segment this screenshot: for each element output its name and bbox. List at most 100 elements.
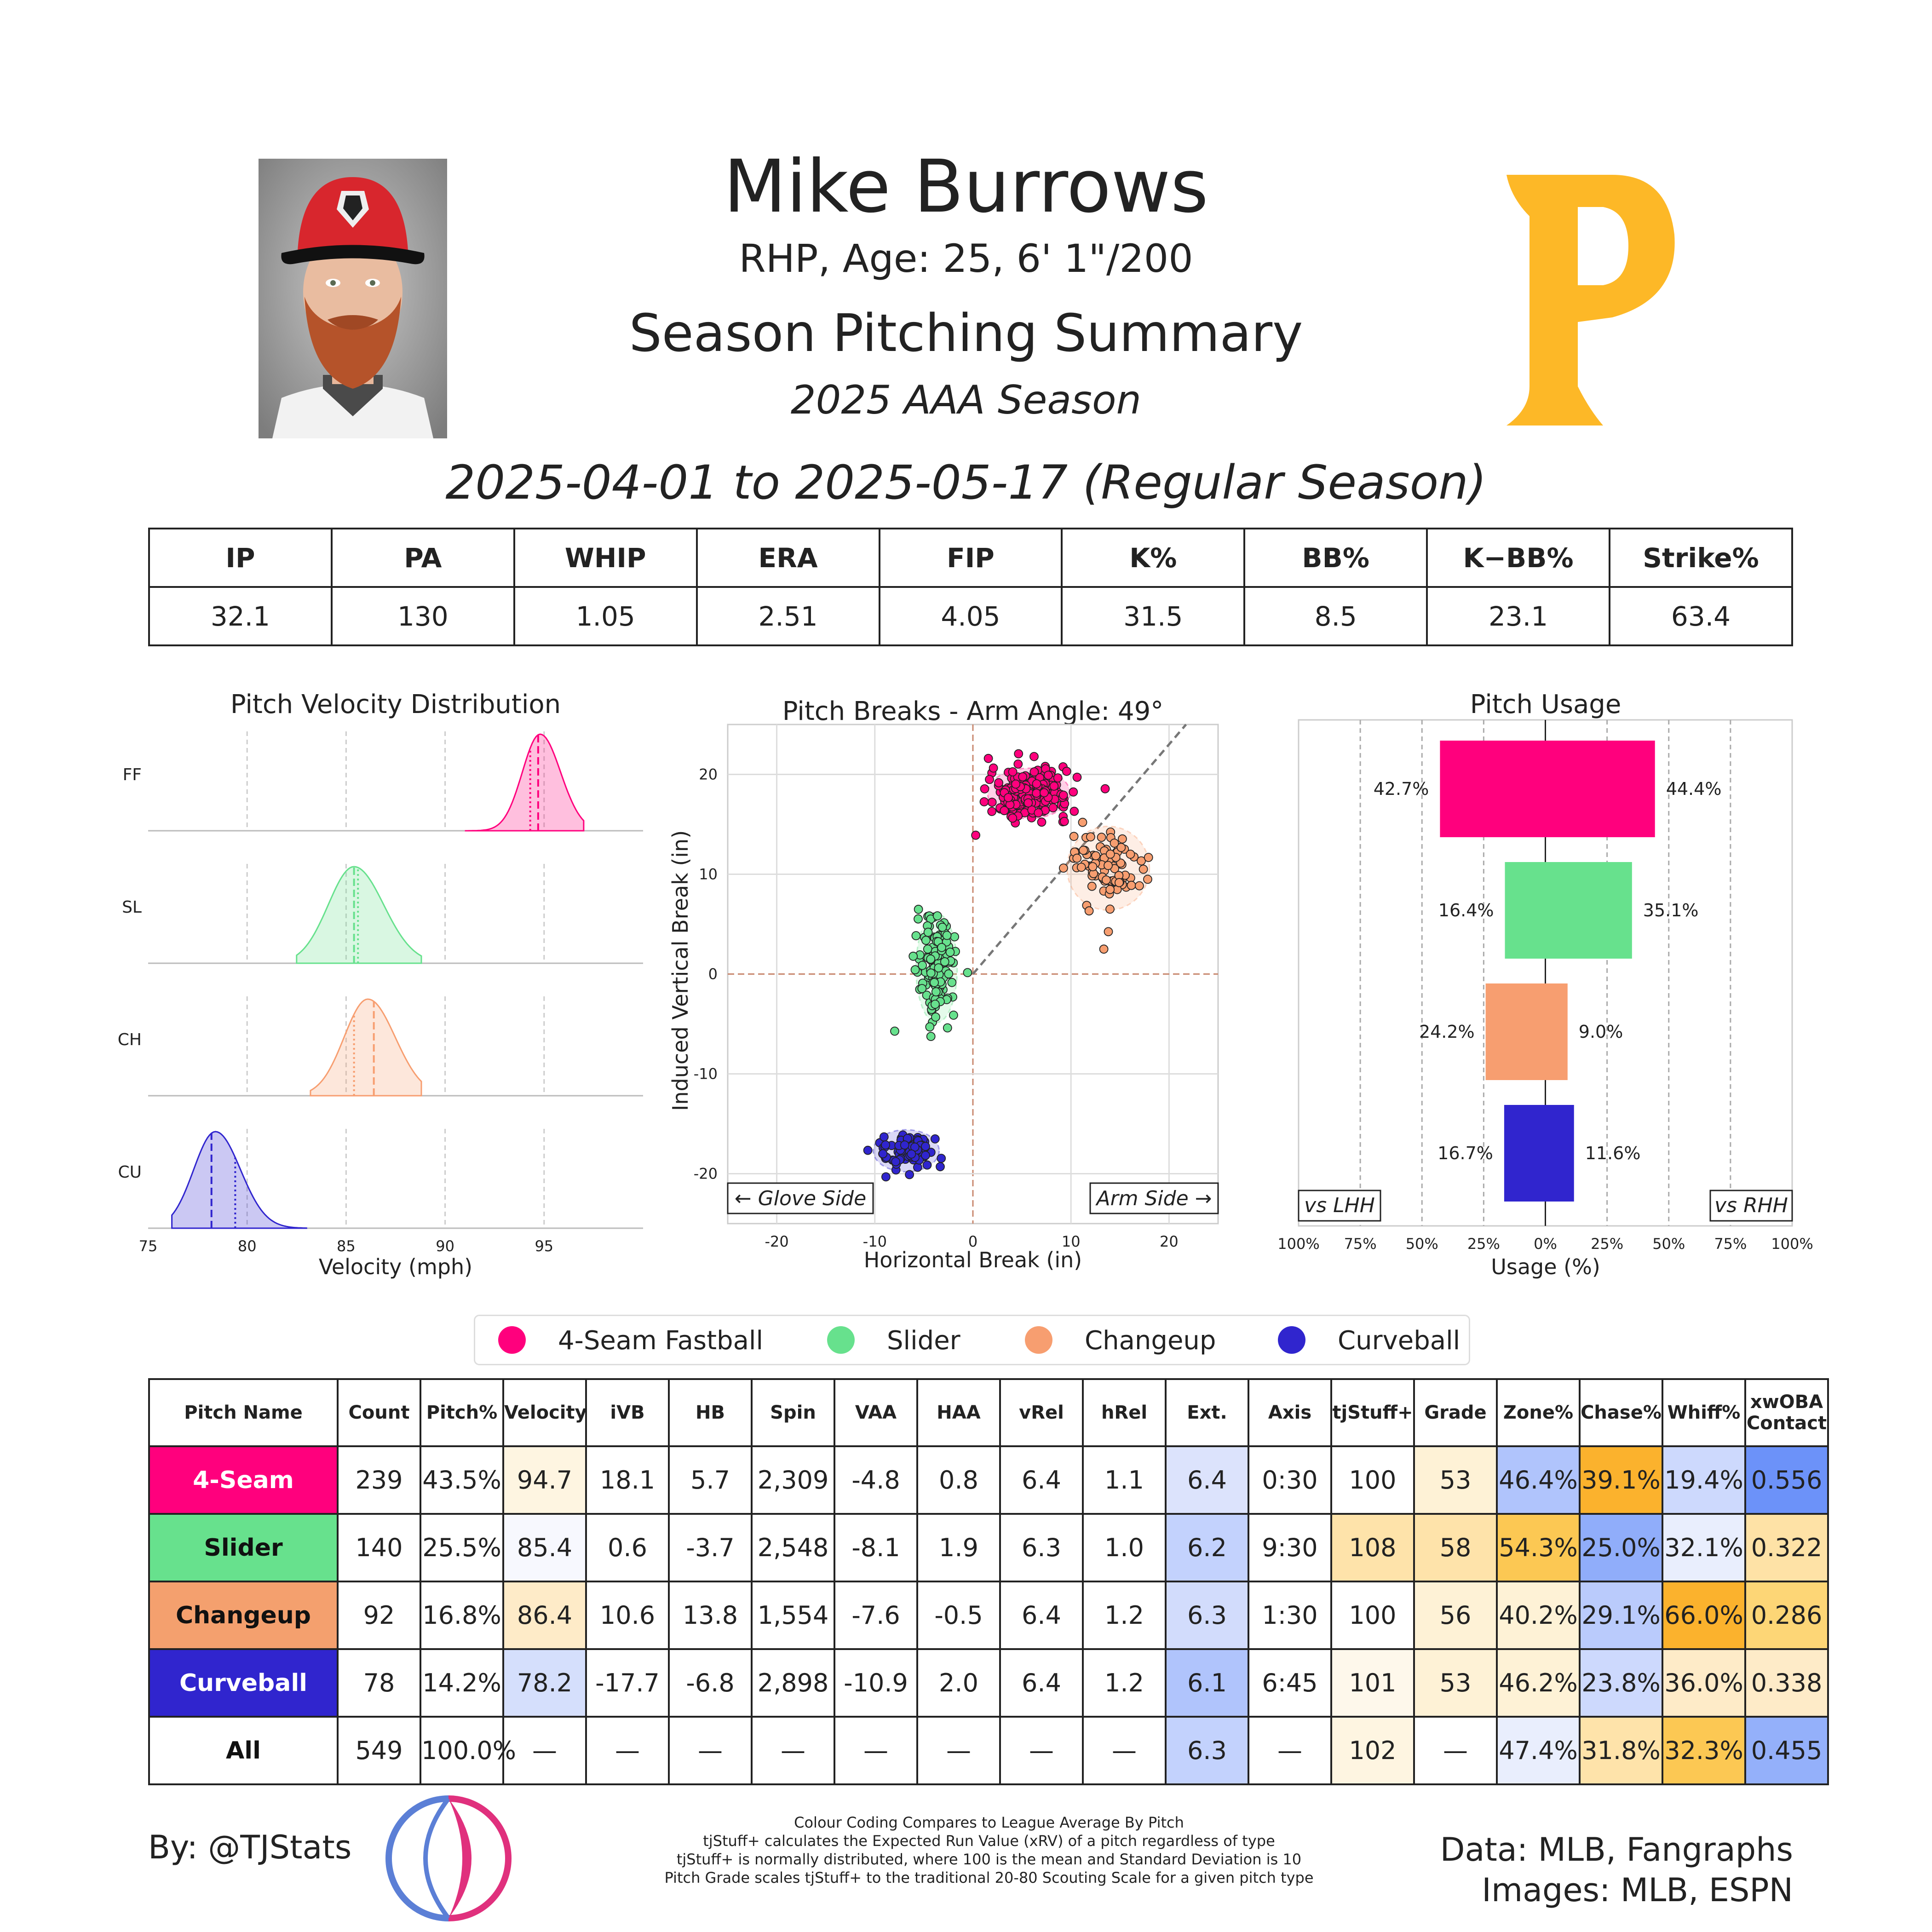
velocity-density-FF xyxy=(465,733,585,832)
pitch-table-cell: 2.0 xyxy=(916,1648,1001,1718)
usage-bar-rhh xyxy=(1545,1105,1574,1202)
break-x-label: Horizontal Break (in) xyxy=(864,1248,1082,1272)
pitch-table-cell: — xyxy=(916,1716,1001,1785)
pitch-table-cell: 25.5% xyxy=(420,1513,504,1582)
legend-label: Curveball xyxy=(1338,1326,1460,1356)
break-point xyxy=(921,936,931,945)
glove-side-box xyxy=(727,1182,874,1214)
season-label: 2025 AAA Season xyxy=(790,377,1142,423)
pitch-name-cell: All xyxy=(148,1716,339,1785)
stat-value-row: 32.1 130 1.05 2.51 4.05 31.5 8.5 23.1 63.4 xyxy=(148,586,1793,646)
break-point xyxy=(905,1170,914,1179)
break-point xyxy=(881,1140,891,1150)
stat-value-cell: 130 xyxy=(330,586,515,646)
pitch-table-cell: 0.556 xyxy=(1744,1445,1829,1515)
pitch-metrics-table: Pitch Name Count Pitch% Velocity iVB HB Spin VA… xyxy=(148,1378,1829,1785)
usage-bar-rhh xyxy=(1545,862,1632,959)
footnote-line: Colour Coding Compares to League Average… xyxy=(794,1814,1184,1831)
break-point xyxy=(931,987,941,996)
break-point xyxy=(925,1022,935,1032)
usage-bar-lhh xyxy=(1485,983,1546,1080)
player-bio: RHP, Age: 25, 6' 1"/200 xyxy=(739,236,1193,281)
break-point xyxy=(1070,806,1079,816)
usage-label-rhh: 11.6% xyxy=(1585,1143,1641,1163)
footnote-line: Pitch Grade scales tjStuff+ to the tradi… xyxy=(664,1869,1314,1886)
pitch-name-cell: 4-Seam xyxy=(148,1445,339,1515)
stat-header-cell: Strike% xyxy=(1609,528,1793,588)
glove-side-label: ← Glove Side xyxy=(735,1187,866,1210)
pitch-table-cell: 1.2 xyxy=(1082,1581,1167,1650)
pitch-table-header-cell: Ext. xyxy=(1165,1378,1249,1447)
footnote-line: tjStuff+ is normally distributed, where … xyxy=(676,1851,1302,1868)
pitch-table-cell: 6.2 xyxy=(1165,1513,1249,1582)
pitch-table-cell: — xyxy=(751,1716,835,1785)
team-logo: P xyxy=(1506,175,1675,426)
pitch-table-header-cell: Velocity xyxy=(502,1378,587,1447)
break-x-tick-label: -10 xyxy=(863,1233,887,1250)
break-point xyxy=(881,1172,891,1182)
break-point xyxy=(914,914,923,924)
break-point xyxy=(1053,773,1063,783)
break-point xyxy=(1118,834,1127,844)
pitch-table-cell: — xyxy=(1248,1716,1332,1785)
pitch-table-cell: 46.2% xyxy=(1496,1648,1581,1718)
pitch-table-cell: -8.1 xyxy=(834,1513,918,1582)
break-point xyxy=(1105,904,1115,914)
pitch-table-cell: 66.0% xyxy=(1662,1581,1746,1650)
break-x-tick-label: -20 xyxy=(765,1233,788,1250)
pitch-table-header-cell: HAA xyxy=(916,1378,1001,1447)
legend-marker xyxy=(827,1326,855,1354)
break-point xyxy=(1013,759,1023,769)
pitch-table-cell: 58 xyxy=(1413,1513,1498,1582)
pitch-table-cell: 1.2 xyxy=(1082,1648,1167,1718)
pitch-table-cell: 92 xyxy=(337,1581,421,1650)
pitch-table-header-cell: VAA xyxy=(834,1378,918,1447)
footnote: Colour Coding Compares to League Average… xyxy=(598,1813,1380,1887)
pitch-table-cell: 78 xyxy=(337,1648,421,1718)
break-point xyxy=(926,954,936,964)
player-headshot xyxy=(259,159,447,438)
break-point xyxy=(1115,878,1124,887)
usage-tick-label: 100% xyxy=(1771,1235,1813,1253)
pitch-table-cell: — xyxy=(668,1716,753,1785)
break-point xyxy=(985,775,994,784)
pitch-table-cell: 1.9 xyxy=(916,1513,1001,1582)
pitch-table-row: Changeup 92 16.8% 86.4 10.6 13.8 1,554 -7.6 -0.5… xyxy=(148,1581,1829,1650)
stat-value-cell: 1.05 xyxy=(513,586,698,646)
legend-marker xyxy=(1025,1326,1052,1354)
break-point xyxy=(1004,793,1013,802)
break-point xyxy=(937,922,947,932)
pitch-table-cell: 0.322 xyxy=(1744,1513,1829,1582)
break-point xyxy=(1059,816,1069,826)
pitch-table-header-cell: Grade xyxy=(1413,1378,1498,1447)
pitch-table-cell: 18.1 xyxy=(585,1445,670,1515)
stat-header-cell: K−BB% xyxy=(1426,528,1610,588)
break-point xyxy=(994,778,1003,788)
season-stats-table: IP PA WHIP ERA FIP K% BB% K−BB% Strike% 32.1 130 1… xyxy=(148,528,1793,646)
pitch-table-cell: 9:30 xyxy=(1248,1513,1332,1582)
break-point xyxy=(1086,832,1095,842)
break-point xyxy=(1087,881,1097,891)
break-point xyxy=(930,1134,940,1144)
break-point xyxy=(943,1023,952,1033)
stat-header-cell: IP xyxy=(148,528,333,588)
pitch-name-cell: Curveball xyxy=(148,1648,339,1718)
pitch-table-cell: 29.1% xyxy=(1579,1581,1663,1650)
stat-header-cell: K% xyxy=(1061,528,1246,588)
velocity-density-CH xyxy=(310,998,422,1097)
pitch-table-cell: 40.2% xyxy=(1496,1581,1581,1650)
pitch-table-cell: 6.3 xyxy=(1165,1581,1249,1650)
pitch-table-cell: 19.4% xyxy=(1662,1445,1746,1515)
break-point xyxy=(918,960,927,970)
break-point xyxy=(1032,779,1041,788)
pitch-table-cell: 32.3% xyxy=(1662,1716,1746,1785)
break-point xyxy=(1062,766,1071,776)
pitch-table-cell: 43.5% xyxy=(420,1445,504,1515)
pitch-table-cell: 6:45 xyxy=(1248,1648,1332,1718)
break-point xyxy=(940,957,949,966)
pitch-table-cell: — xyxy=(999,1716,1084,1785)
usage-tick-label: 50% xyxy=(1406,1235,1438,1253)
break-point xyxy=(926,1032,936,1041)
break-point xyxy=(1137,856,1146,866)
velocity-density-SL xyxy=(296,866,422,964)
